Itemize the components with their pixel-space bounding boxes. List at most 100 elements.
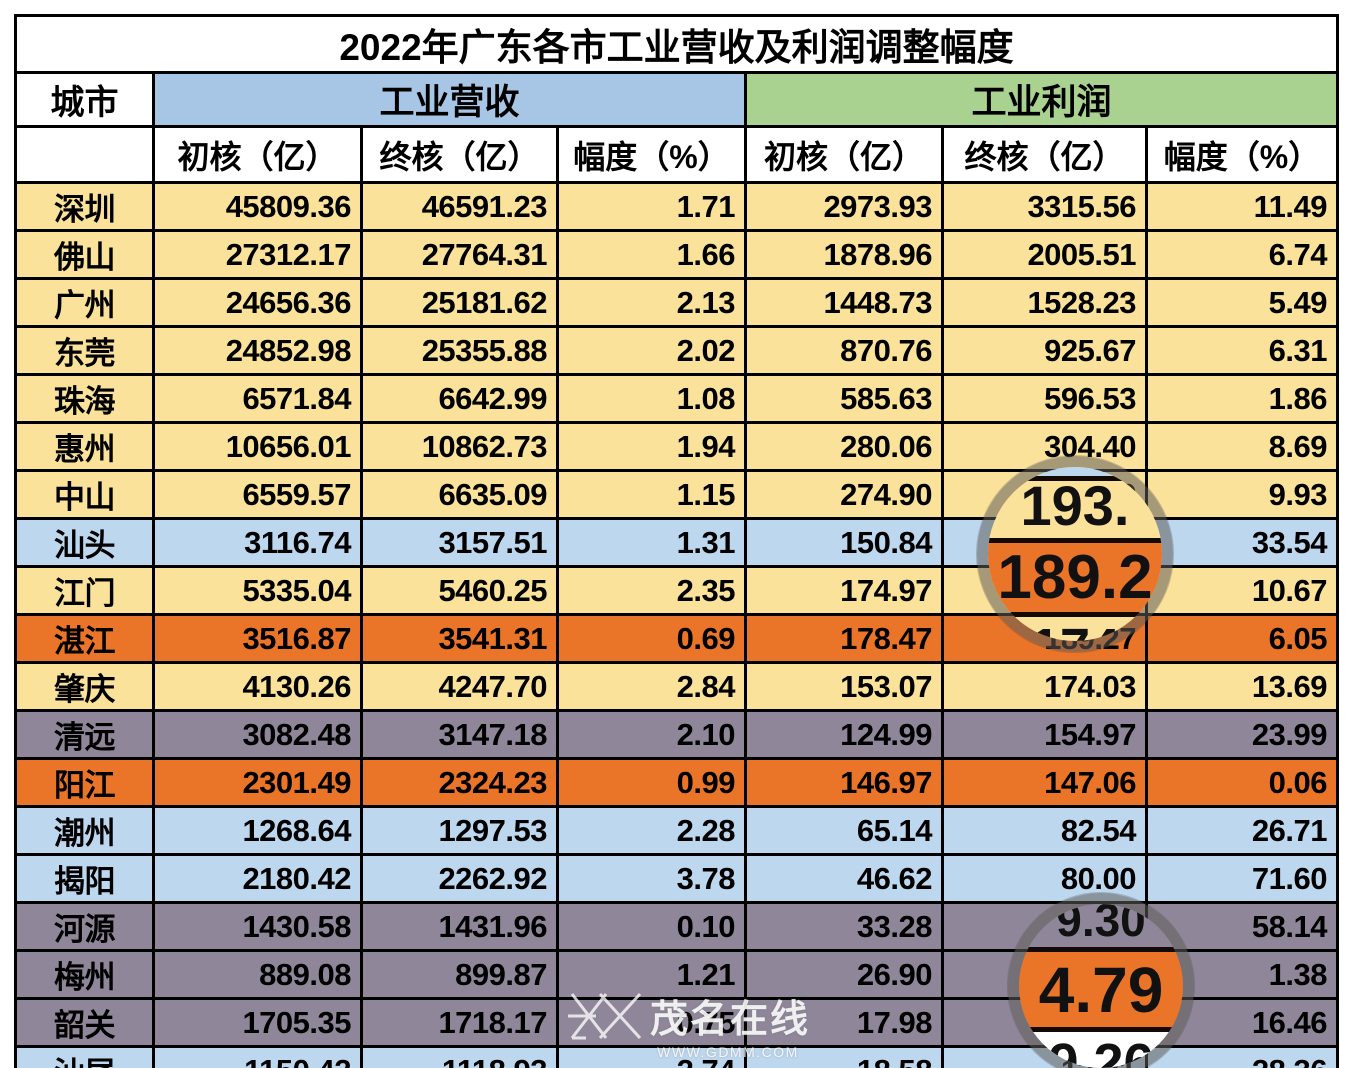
value-cell[interactable]: 6.05 xyxy=(1145,613,1339,664)
city-cell[interactable]: 韶关 xyxy=(14,997,155,1048)
value-cell[interactable]: 3541.31 xyxy=(360,613,559,664)
value-cell[interactable]: 46.62 xyxy=(744,853,944,904)
value-cell[interactable]: 6571.84 xyxy=(152,373,363,424)
value-cell[interactable]: 27764.31 xyxy=(360,229,559,280)
city-cell[interactable]: 梅州 xyxy=(14,949,155,1000)
value-cell[interactable]: 0.99 xyxy=(556,757,747,808)
city-cell[interactable]: 阳江 xyxy=(14,757,155,808)
corner-header-city[interactable]: 城市 xyxy=(14,71,155,128)
value-cell[interactable]: 33.54 xyxy=(1145,517,1339,568)
value-cell[interactable]: 0.06 xyxy=(1145,757,1339,808)
value-cell[interactable]: 2262.92 xyxy=(360,853,559,904)
col-header-revenue-final[interactable]: 终核（亿） xyxy=(360,125,559,184)
value-cell[interactable]: 2324.23 xyxy=(360,757,559,808)
value-cell[interactable]: 3315.56 xyxy=(941,181,1148,232)
value-cell[interactable]: 46591.23 xyxy=(360,181,559,232)
value-cell[interactable]: 925.67 xyxy=(941,325,1148,376)
value-cell[interactable]: 2005.51 xyxy=(941,229,1148,280)
value-cell[interactable]: 0.10 xyxy=(556,901,747,952)
value-cell[interactable]: 2.13 xyxy=(556,277,747,328)
city-cell[interactable]: 河源 xyxy=(14,901,155,952)
value-cell[interactable]: 1297.53 xyxy=(360,805,559,856)
value-cell[interactable]: 1.15 xyxy=(556,469,747,520)
value-cell[interactable]: 1448.73 xyxy=(744,277,944,328)
col-header-revenue-change[interactable]: 幅度（%） xyxy=(556,125,747,184)
value-cell[interactable]: 146.97 xyxy=(744,757,944,808)
value-cell[interactable]: 5460.25 xyxy=(360,565,559,616)
col-header-profit-change[interactable]: 幅度（%） xyxy=(1145,125,1339,184)
col-header-revenue-initial[interactable]: 初核（亿） xyxy=(152,125,363,184)
value-cell[interactable]: 25181.62 xyxy=(360,277,559,328)
city-cell[interactable]: 潮州 xyxy=(14,805,155,856)
group-header-profit[interactable]: 工业利润 xyxy=(744,71,1339,128)
value-cell[interactable]: 1.08 xyxy=(556,373,747,424)
value-cell[interactable]: 899.87 xyxy=(360,949,559,1000)
city-cell[interactable]: 肇庆 xyxy=(14,661,155,712)
value-cell[interactable]: 24656.36 xyxy=(152,277,363,328)
value-cell[interactable]: 5.49 xyxy=(1145,277,1339,328)
value-cell[interactable]: 2180.42 xyxy=(152,853,363,904)
value-cell[interactable]: 9.93 xyxy=(1145,469,1339,520)
city-cell[interactable]: 惠州 xyxy=(14,421,155,472)
value-cell[interactable]: 6635.09 xyxy=(360,469,559,520)
value-cell[interactable]: 26.71 xyxy=(1145,805,1339,856)
value-cell[interactable]: 6559.57 xyxy=(152,469,363,520)
value-cell[interactable]: 17.98 xyxy=(744,997,944,1048)
city-cell[interactable]: 佛山 xyxy=(14,229,155,280)
value-cell[interactable]: -2.74 xyxy=(556,1045,747,1068)
value-cell[interactable]: 2.35 xyxy=(556,565,747,616)
value-cell[interactable]: 1528.23 xyxy=(941,277,1148,328)
group-header-revenue[interactable]: 工业营收 xyxy=(152,71,747,128)
value-cell[interactable]: 2973.93 xyxy=(744,181,944,232)
value-cell[interactable]: 23.99 xyxy=(1145,709,1339,760)
value-cell[interactable]: 65.14 xyxy=(744,805,944,856)
value-cell[interactable]: 585.63 xyxy=(744,373,944,424)
value-cell[interactable]: 5335.04 xyxy=(152,565,363,616)
value-cell[interactable]: 1430.58 xyxy=(152,901,363,952)
value-cell[interactable]: 274.90 xyxy=(744,469,944,520)
city-cell[interactable]: 中山 xyxy=(14,469,155,520)
value-cell[interactable]: 596.53 xyxy=(941,373,1148,424)
value-cell[interactable]: 71.60 xyxy=(1145,853,1339,904)
value-cell[interactable]: 18.58 xyxy=(744,1045,944,1068)
city-cell[interactable]: 揭阳 xyxy=(14,853,155,904)
city-cell[interactable]: 深圳 xyxy=(14,181,155,232)
value-cell[interactable]: 150.84 xyxy=(744,517,944,568)
value-cell[interactable]: 13.69 xyxy=(1145,661,1339,712)
value-cell[interactable]: 1878.96 xyxy=(744,229,944,280)
value-cell[interactable]: 0.69 xyxy=(556,613,747,664)
value-cell[interactable]: 11.49 xyxy=(1145,181,1339,232)
value-cell[interactable]: 6.31 xyxy=(1145,325,1339,376)
value-cell[interactable]: 1.21 xyxy=(556,949,747,1000)
value-cell[interactable]: 0.75 xyxy=(556,997,747,1048)
col-header-profit-initial[interactable]: 初核（亿） xyxy=(744,125,944,184)
city-cell[interactable]: 江门 xyxy=(14,565,155,616)
value-cell[interactable]: 25355.88 xyxy=(360,325,559,376)
value-cell[interactable]: 178.47 xyxy=(744,613,944,664)
value-cell[interactable]: 10862.73 xyxy=(360,421,559,472)
city-cell[interactable]: 珠海 xyxy=(14,373,155,424)
value-cell[interactable]: 1.71 xyxy=(556,181,747,232)
value-cell[interactable]: 2.02 xyxy=(556,325,747,376)
value-cell[interactable]: 2.28 xyxy=(556,805,747,856)
city-cell[interactable]: 东莞 xyxy=(14,325,155,376)
value-cell[interactable]: 153.07 xyxy=(744,661,944,712)
value-cell[interactable]: 1718.17 xyxy=(360,997,559,1048)
value-cell[interactable]: 8.69 xyxy=(1145,421,1339,472)
value-cell[interactable]: 3147.18 xyxy=(360,709,559,760)
value-cell[interactable]: 45809.36 xyxy=(152,181,363,232)
city-cell[interactable]: 广州 xyxy=(14,277,155,328)
value-cell[interactable]: 33.28 xyxy=(744,901,944,952)
value-cell[interactable]: 3.78 xyxy=(556,853,747,904)
value-cell[interactable]: 2.10 xyxy=(556,709,747,760)
value-cell[interactable]: 24852.98 xyxy=(152,325,363,376)
value-cell[interactable]: 3157.51 xyxy=(360,517,559,568)
value-cell[interactable]: 10656.01 xyxy=(152,421,363,472)
value-cell[interactable]: 1705.35 xyxy=(152,997,363,1048)
value-cell[interactable]: 27312.17 xyxy=(152,229,363,280)
value-cell[interactable]: 174.03 xyxy=(941,661,1148,712)
value-cell[interactable]: 4130.26 xyxy=(152,661,363,712)
value-cell[interactable]: 3116.74 xyxy=(152,517,363,568)
value-cell[interactable]: 3082.48 xyxy=(152,709,363,760)
value-cell[interactable]: 1268.64 xyxy=(152,805,363,856)
